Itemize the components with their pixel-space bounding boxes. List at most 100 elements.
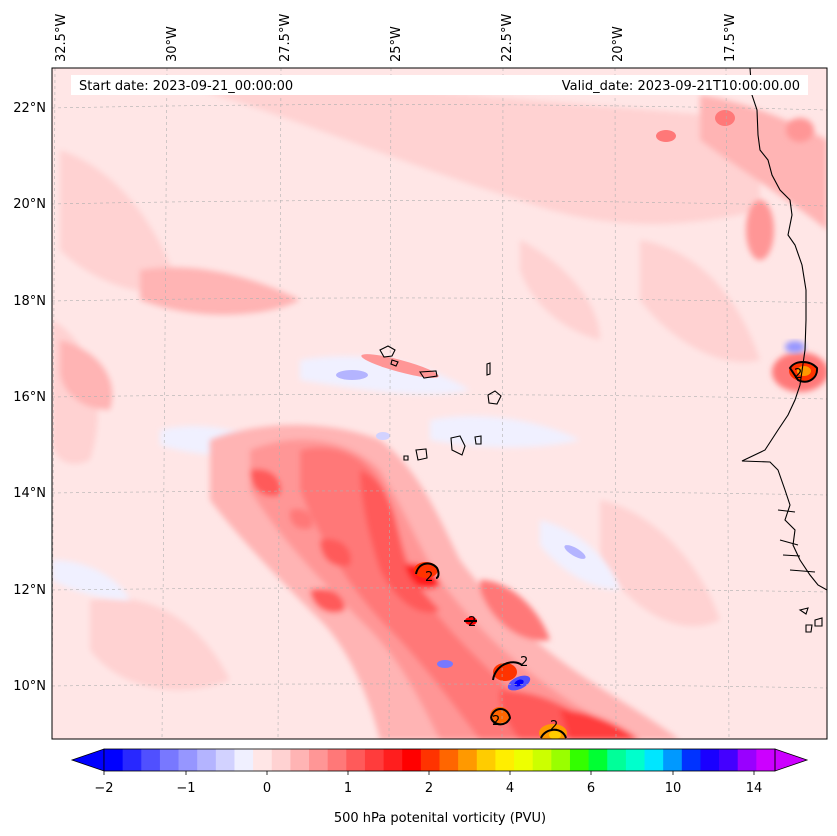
- valid-date-text: Valid_date: 2023-09-21T10:00:00.00: [562, 79, 800, 94]
- colorbar-cell: [588, 749, 608, 771]
- lat-label: 10°N: [13, 679, 46, 694]
- lon-label: 25°W: [389, 26, 404, 62]
- pv-positive-tongue: [210, 425, 679, 739]
- contour-label: 2: [468, 615, 476, 630]
- colorbar-cell: [253, 749, 273, 771]
- colorbar-cell: [309, 749, 329, 771]
- colorbar-cell: [197, 749, 217, 771]
- colorbar-title: 500 hPa potenital vorticity (PVU): [334, 811, 546, 826]
- cape-verde-island-2: [390, 359, 399, 367]
- colorbar-cells: [104, 749, 776, 771]
- contour-label: 2: [794, 367, 802, 382]
- colorbar-frame: [103, 748, 776, 772]
- colorbar-tick-label: 4: [506, 781, 514, 796]
- colorbar-cell: [159, 749, 179, 771]
- lon-label: 30°W: [165, 26, 180, 62]
- lat-label: 20°N: [13, 197, 46, 212]
- colorbar-cell: [458, 749, 478, 771]
- colorbar-cell: [439, 749, 459, 771]
- longitude-labels: 32.5°W 30°W 27.5°W 25°W 22.5°W 20°W 17.5…: [54, 14, 738, 62]
- colorbar-cell: [532, 749, 552, 771]
- colorbar-cell: [383, 749, 403, 771]
- cape-verde-island-8: [415, 448, 428, 461]
- colorbar-tick-label: 0: [263, 781, 271, 796]
- colorbar-tick-label: 1: [344, 781, 352, 796]
- colorbar-tick-label: 2: [425, 781, 433, 796]
- lon-label: 32.5°W: [54, 14, 69, 62]
- colorbar-high-extend: [774, 748, 809, 772]
- colorbar-tick-label: −2: [94, 781, 113, 796]
- date-info-background: [71, 75, 808, 95]
- contour-labels: 2 2 2 2 2 2: [425, 367, 802, 734]
- graticule: [52, 68, 827, 739]
- contour-label: 2: [492, 714, 500, 729]
- colorbar-cell: [737, 749, 757, 771]
- lon-label: 22.5°W: [500, 14, 515, 62]
- colorbar-tick-label: 14: [746, 781, 763, 796]
- map-frame: [51, 67, 828, 740]
- contour-label: 2: [425, 570, 433, 585]
- contour-10n: [492, 661, 523, 681]
- lon-label: 17.5°W: [723, 14, 738, 62]
- pv-2-contours: [415, 361, 819, 739]
- contour-9n-a: [490, 708, 512, 726]
- contour-label: 2: [520, 655, 528, 670]
- colorbar-cell: [141, 749, 161, 771]
- colorbar-cell: [514, 749, 534, 771]
- colorbar-cell: [700, 749, 720, 771]
- colorbar-cell: [719, 749, 739, 771]
- colorbar-cell: [756, 749, 776, 771]
- colorbar-cell: [215, 749, 235, 771]
- lat-label: 12°N: [13, 583, 46, 598]
- colorbar-cell: [663, 749, 683, 771]
- cape-verde-island-6: [450, 435, 466, 456]
- contour-12n: [415, 562, 440, 579]
- lat-label: 22°N: [13, 101, 46, 116]
- latitude-labels: 22°N 20°N 18°N 16°N 14°N 12°N 10°N: [13, 101, 46, 694]
- colorbar-cell: [402, 749, 422, 771]
- colorbar-cell: [551, 749, 571, 771]
- colorbar-tick-label: 10: [665, 781, 682, 796]
- coastlines: [379, 68, 827, 633]
- lat-label: 16°N: [13, 390, 46, 405]
- colorbar-cell: [327, 749, 347, 771]
- colorbar-ticks: [103, 771, 755, 775]
- colorbar-cell: [234, 749, 254, 771]
- africa-coast: [741, 68, 827, 591]
- colorbar: −2 −1 0 1 2 4 6 10 14 500 hPa potenital …: [70, 748, 809, 826]
- colorbar-cell: [271, 749, 291, 771]
- date-info-box: Start date: 2023-09-21_00:00:00 Valid_da…: [71, 75, 808, 95]
- colorbar-tick-label: −1: [176, 781, 195, 796]
- start-date-text: Start date: 2023-09-21_00:00:00: [79, 79, 293, 94]
- cape-verde-island-7: [474, 435, 482, 445]
- colorbar-cell: [364, 749, 384, 771]
- colorbar-cell: [104, 749, 124, 771]
- colorbar-cell: [178, 749, 198, 771]
- contour-label: 2: [550, 719, 558, 734]
- pv-coast-blob: [746, 118, 827, 392]
- colorbar-cell: [290, 749, 310, 771]
- lon-label: 20°W: [611, 26, 626, 62]
- colorbar-cell: [122, 749, 142, 771]
- colorbar-low-extend: [70, 748, 105, 772]
- pv-field: [52, 68, 827, 739]
- colorbar-cell: [644, 749, 664, 771]
- contour-9n-b: [540, 728, 567, 739]
- cape-verde-island-5: [487, 390, 502, 405]
- lon-label: 27.5°W: [278, 14, 293, 62]
- gambia-coast: [777, 509, 816, 573]
- colorbar-tick-label: 6: [587, 781, 595, 796]
- cape-verde-island-3: [419, 370, 438, 379]
- colorbar-cell: [681, 749, 701, 771]
- colorbar-cell: [607, 749, 627, 771]
- lat-label: 18°N: [13, 294, 46, 309]
- lat-label: 14°N: [13, 486, 46, 501]
- bijagos-islands: [798, 607, 823, 633]
- colorbar-cell: [346, 749, 366, 771]
- colorbar-cell: [420, 749, 440, 771]
- colorbar-cell: [476, 749, 496, 771]
- cape-verde-island-4: [486, 362, 491, 376]
- colorbar-cell: [569, 749, 590, 771]
- colorbar-cell: [625, 749, 645, 771]
